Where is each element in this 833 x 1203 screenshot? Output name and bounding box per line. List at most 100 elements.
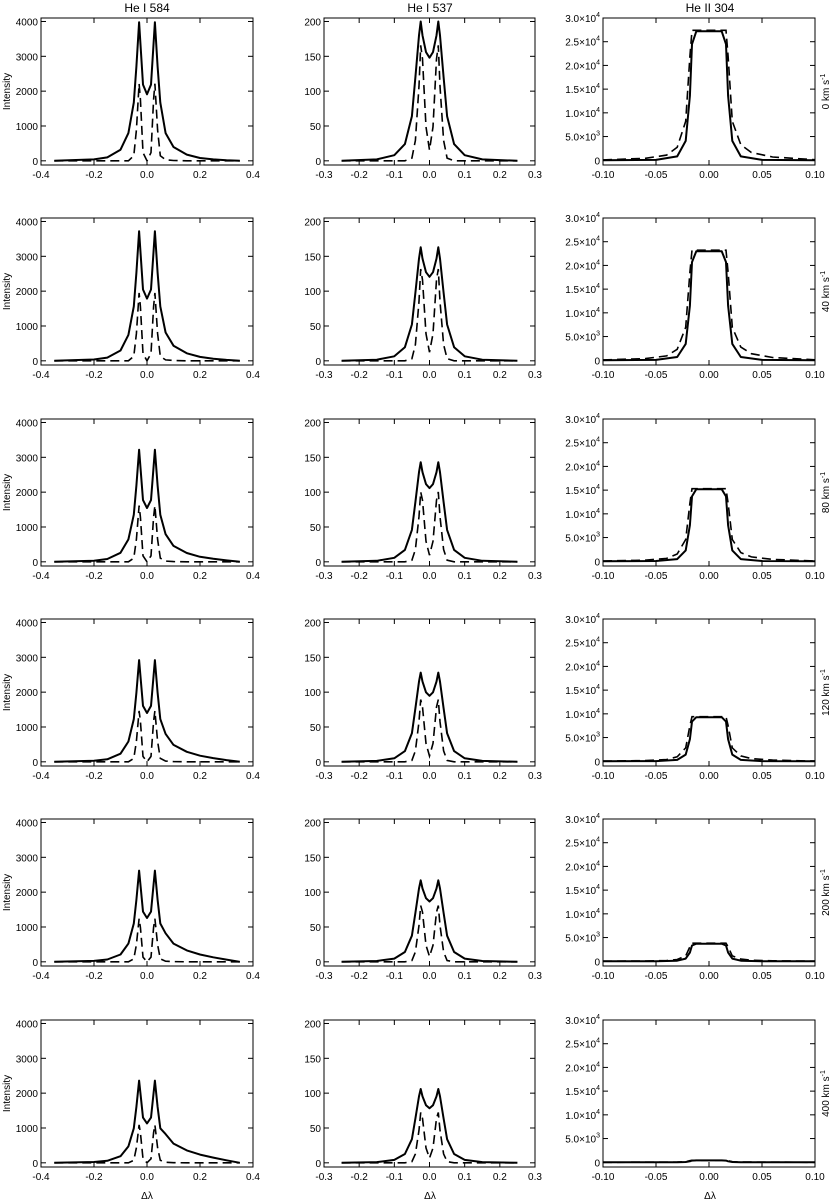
dashed-profile-line <box>54 292 240 363</box>
x-tick-label: 0.00 <box>699 1172 719 1183</box>
x-tick-label: 0.2 <box>493 971 507 982</box>
x-tick-label: 0.0 <box>423 971 437 982</box>
y-tick-label: 1.5×104 <box>565 1085 600 1098</box>
x-tick-label: 0.0 <box>423 771 437 782</box>
y-tick-label: 4000 <box>16 818 39 829</box>
solid-profile-line <box>54 869 240 963</box>
y-tick-label: 4000 <box>16 1019 39 1030</box>
x-tick-label: 0.4 <box>246 571 260 582</box>
y-tick-label: 0 <box>594 156 600 167</box>
y-tick-label: 0 <box>315 357 321 368</box>
panel-col1-row1: -0.4 -0.2 0.0 0.2 0.4 0 1000 2000 3000 4000 Intens… <box>2 17 260 181</box>
y-tick-label: 2000 <box>16 488 39 499</box>
x-axis-titles: Δλ Δλ Δλ <box>141 1191 716 1202</box>
dashed-profile-line <box>341 1112 518 1164</box>
y-tick-label: 0 <box>315 558 321 569</box>
y-tick-label: 3000 <box>16 1054 39 1065</box>
panel-col3-row5: -0.10 -0.05 0.00 0.05 0.10 0 5.0×103 1.0×104 1.5… <box>565 813 825 982</box>
row-labels: 0 km s-1 40 km s-1 80 km s-1 120 km s-1 200 … <box>820 74 832 1117</box>
panel-col2-row1: -0.3 -0.2 -0.1 0.0 0.1 0.2 0.3 0 50 100 150 200 <box>304 17 542 181</box>
y-axis-title: Intensity <box>2 674 13 711</box>
x-tick-label: 0.05 <box>752 170 772 181</box>
x-tick-label: 0.10 <box>805 1172 825 1183</box>
dashed-profile-line <box>602 942 816 962</box>
panel-col3-row1: -0.10 -0.05 0.00 0.05 0.10 0 5.0×103 1.0×104 1.5… <box>565 12 825 181</box>
y-tick-label: 2.5×104 <box>565 1038 600 1051</box>
y-tick-label: 100 <box>304 488 321 499</box>
panel-col2-row5: -0.3 -0.2 -0.1 0.0 0.1 0.2 0.3 0 50 100 150 200 <box>304 818 542 982</box>
x-tick-label: -0.2 <box>351 370 369 381</box>
x-axis-title-col-1: Δλ <box>141 1191 153 1202</box>
x-tick-label: 0.2 <box>193 771 207 782</box>
x-tick-label: -0.2 <box>351 771 369 782</box>
x-tick-label: -0.10 <box>592 571 615 582</box>
y-tick-label: 3.0×104 <box>565 12 600 25</box>
x-tick-label: -0.1 <box>386 771 404 782</box>
y-tick-label: 3.0×104 <box>565 212 600 225</box>
y-tick-label: 3.0×104 <box>565 1014 600 1027</box>
dashed-profile-line <box>341 491 518 563</box>
x-tick-label: 0.4 <box>246 170 260 181</box>
solid-profile-line <box>602 716 816 763</box>
x-tick-label: 0.05 <box>752 971 772 982</box>
chart-panels: -0.4 -0.2 0.0 0.2 0.401000200030004000Intens… <box>2 12 825 1183</box>
plot-frame <box>323 418 536 567</box>
y-tick-label: 0 <box>315 1159 321 1170</box>
x-tick-label: 0.2 <box>493 1172 507 1183</box>
panel-col1-row3: -0.4 -0.2 0.0 0.2 0.4 0 1000 2000 3000 4000 Intens… <box>2 418 260 582</box>
y-tick-label: 0 <box>32 558 38 569</box>
y-tick-label: 1.5×104 <box>565 884 600 897</box>
x-tick-label: 0.0 <box>423 1172 437 1183</box>
x-tick-label: 0.4 <box>246 370 260 381</box>
x-tick-label: 0.0 <box>140 571 154 582</box>
x-tick-label: -0.4 <box>32 971 50 982</box>
y-tick-label: 0 <box>594 1158 600 1169</box>
y-tick-label: 1.0×104 <box>565 508 600 521</box>
x-tick-label: 0.2 <box>193 170 207 181</box>
x-tick-label: 0.2 <box>493 170 507 181</box>
y-tick-label: 50 <box>310 723 322 734</box>
plot-frame <box>40 217 254 366</box>
x-tick-label: 0.00 <box>699 170 719 181</box>
y-tick-label: 4000 <box>16 217 39 228</box>
y-tick-label: 2000 <box>16 1089 39 1100</box>
x-tick-label: 0.10 <box>805 771 825 782</box>
x-tick-label: 0.3 <box>528 971 542 982</box>
solid-profile-line <box>602 250 816 362</box>
y-tick-label: 2.0×104 <box>565 460 600 473</box>
y-axis-title: Intensity <box>2 73 13 110</box>
y-tick-label: 100 <box>304 888 321 899</box>
x-tick-label: 0.2 <box>493 571 507 582</box>
panel-col2-row2: -0.3 -0.2 -0.1 0.0 0.1 0.2 0.3 0 50 100 150 200 <box>304 217 542 381</box>
dashed-profile-line <box>341 699 518 763</box>
solid-profile-line <box>341 20 518 162</box>
row-label-velocity: 40 km s-1 <box>820 271 832 312</box>
row-label-velocity: 0 km s-1 <box>820 74 832 110</box>
plot-frame <box>323 17 536 166</box>
panel-col1-row4: -0.4 -0.2 0.0 0.2 0.4 0 1000 2000 3000 4000 Intens… <box>2 618 260 782</box>
x-tick-label: 0.2 <box>193 370 207 381</box>
y-tick-label: 2.0×104 <box>565 259 600 272</box>
x-tick-label: 0.3 <box>528 571 542 582</box>
y-tick-label: 1.5×104 <box>565 484 600 497</box>
column-titles: He I 584 He I 537 He II 304 <box>124 1 734 15</box>
y-tick-label: 0 <box>32 357 38 368</box>
dashed-profile-line <box>341 905 518 963</box>
x-axis-title-col-2: Δλ <box>424 1191 436 1202</box>
row-label-velocity: 80 km s-1 <box>820 472 832 513</box>
dashed-profile-line <box>341 268 518 362</box>
dashed-profile-line <box>602 487 816 562</box>
y-tick-label: 1.0×104 <box>565 307 600 320</box>
y-tick-label: 1000 <box>16 322 39 333</box>
panel-col3-row4: -0.10 -0.05 0.00 0.05 0.10 0 5.0×103 1.0×104 1.5… <box>565 613 825 782</box>
y-tick-label: 1000 <box>16 523 39 534</box>
y-tick-label: 1.0×104 <box>565 708 600 721</box>
x-tick-label: -0.05 <box>645 971 668 982</box>
x-tick-label: -0.2 <box>351 971 369 982</box>
x-tick-label: 0.1 <box>458 370 472 381</box>
y-tick-label: 5.0×103 <box>565 131 600 144</box>
y-tick-label: 1.0×104 <box>565 1109 600 1122</box>
x-tick-label: 0.1 <box>458 971 472 982</box>
y-tick-label: 200 <box>304 1019 321 1030</box>
